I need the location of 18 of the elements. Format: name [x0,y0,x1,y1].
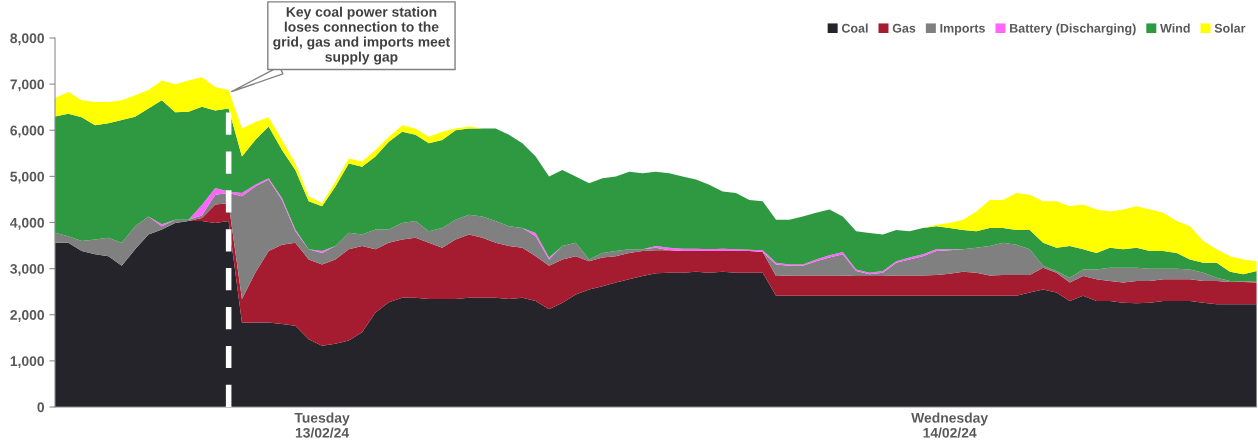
legend-label: Solar [1214,23,1246,33]
x-tick-label: Tuesday 13/02/24 [294,412,350,438]
y-tick-label: 6,000 [10,125,45,138]
x-tick-label: Wednesday 14/02/24 [911,412,989,438]
y-tick-label: 1,000 [10,356,45,369]
y-tick-label: 7,000 [10,79,45,92]
y-tick-label: 3,000 [10,263,45,276]
y-tick-label: 2,000 [10,310,45,322]
legend-label: Wind [1160,23,1190,33]
y-tick-label: 0 [37,402,45,413]
legend-label: Imports [940,23,985,36]
legend-label: Gas [892,23,916,33]
y-tick-label: 4,000 [10,217,45,230]
y-tick-label: 8,000 [10,33,45,46]
y-tick-label: 5,000 [10,171,45,184]
annotation: Key coal power station loses connection to the grid, gas and imports meet supply gap [273,6,451,65]
legend-label: Coal [841,23,868,33]
legend-label: Battery (Discharging) [1010,23,1136,36]
